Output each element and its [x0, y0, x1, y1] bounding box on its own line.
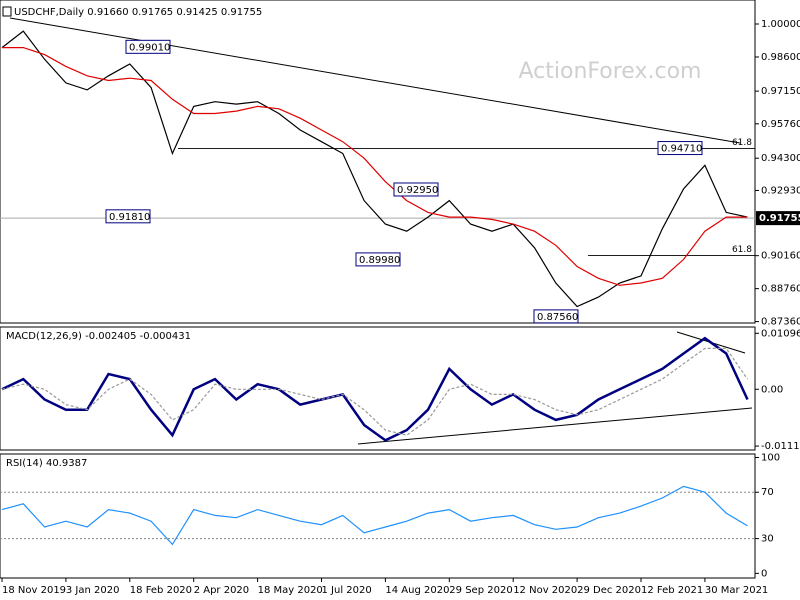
x-tick-label: 3 Jan 2020	[66, 585, 120, 596]
y-tick-label: 0.95760	[761, 119, 800, 130]
y-tick-label: 100	[761, 452, 780, 463]
x-tick-label: 14 Aug 2020	[385, 585, 449, 596]
chart-title: MACD(12,26,9) -0.002405 -0.000431	[6, 331, 191, 342]
series-line	[2, 47, 748, 286]
annotation-box	[393, 182, 439, 197]
series-line	[1, 347, 748, 436]
annotation: 0.94710	[661, 144, 702, 155]
annotation: 0.92950	[397, 185, 438, 196]
price-panel	[0, 0, 756, 324]
annotation-box	[105, 209, 151, 224]
chart-title: USDCHF,Daily 0.91660 0.91765 0.91425 0.9…	[14, 7, 262, 18]
rsi-panel	[0, 453, 756, 579]
x-tick-label: 12 Nov 2020	[513, 585, 577, 596]
y-tick-label: 0	[761, 568, 767, 579]
y-tick-label: 0.010967	[761, 328, 800, 339]
y-tick-label: 0.00	[761, 384, 783, 395]
y-tick-label: 0.92930	[761, 185, 800, 196]
y-tick-label: 0.97150	[761, 86, 800, 97]
annotation: 0.99010	[129, 42, 170, 53]
annotation-box	[355, 252, 401, 267]
series-line	[1, 336, 749, 442]
annotation: 0.87560	[537, 312, 578, 323]
watermark: ActionForex.com	[519, 59, 702, 84]
x-tick-label: 1 Jul 2020	[322, 585, 372, 596]
chart-title: RSI(14) 40.9387	[6, 458, 87, 469]
x-tick-label: 29 Dec 2020	[577, 585, 641, 596]
fib-label: 61.8	[732, 245, 752, 255]
current-box	[756, 211, 800, 226]
x-tick-label: 29 Sep 2020	[449, 585, 512, 596]
trend-line	[357, 407, 753, 445]
macd-panel	[0, 326, 756, 451]
x-tick-label: 30 Mar 2021	[705, 585, 768, 596]
y-tick-label: -0.011127	[761, 441, 800, 452]
y-tick-label: 70	[761, 487, 774, 498]
annotation: 0.91810	[109, 212, 150, 223]
fib-label: 61.8	[732, 138, 752, 148]
y-tick-label: 1.00000	[761, 19, 800, 30]
x-tick-label: 18 Feb 2020	[130, 585, 192, 596]
annotation-box	[533, 309, 579, 324]
y-tick-label: 0.94300	[761, 153, 800, 164]
y-tick-label: 0.87360	[761, 317, 800, 328]
annotation-box	[657, 141, 703, 156]
icon	[2, 6, 12, 17]
x-tick-label: 12 Feb 2021	[641, 585, 703, 596]
x-tick-label: 18 May 2020	[258, 585, 323, 596]
y-tick-label: 0.90160	[761, 251, 800, 262]
x-tick-label: 18 Nov 2019	[2, 585, 66, 596]
trend-line	[9, 17, 741, 144]
x-tick-label: 2 Apr 2020	[194, 585, 249, 596]
y-tick-label: 0.88760	[761, 284, 800, 295]
annotation: 0.89980	[359, 255, 400, 266]
y-tick-label: 0.98600	[761, 52, 800, 63]
annotation-box	[125, 39, 171, 54]
series-line	[1, 485, 748, 546]
y-tick-label: 30	[761, 534, 774, 545]
current-label: 0.91755	[759, 213, 800, 224]
series-line	[1, 30, 748, 308]
